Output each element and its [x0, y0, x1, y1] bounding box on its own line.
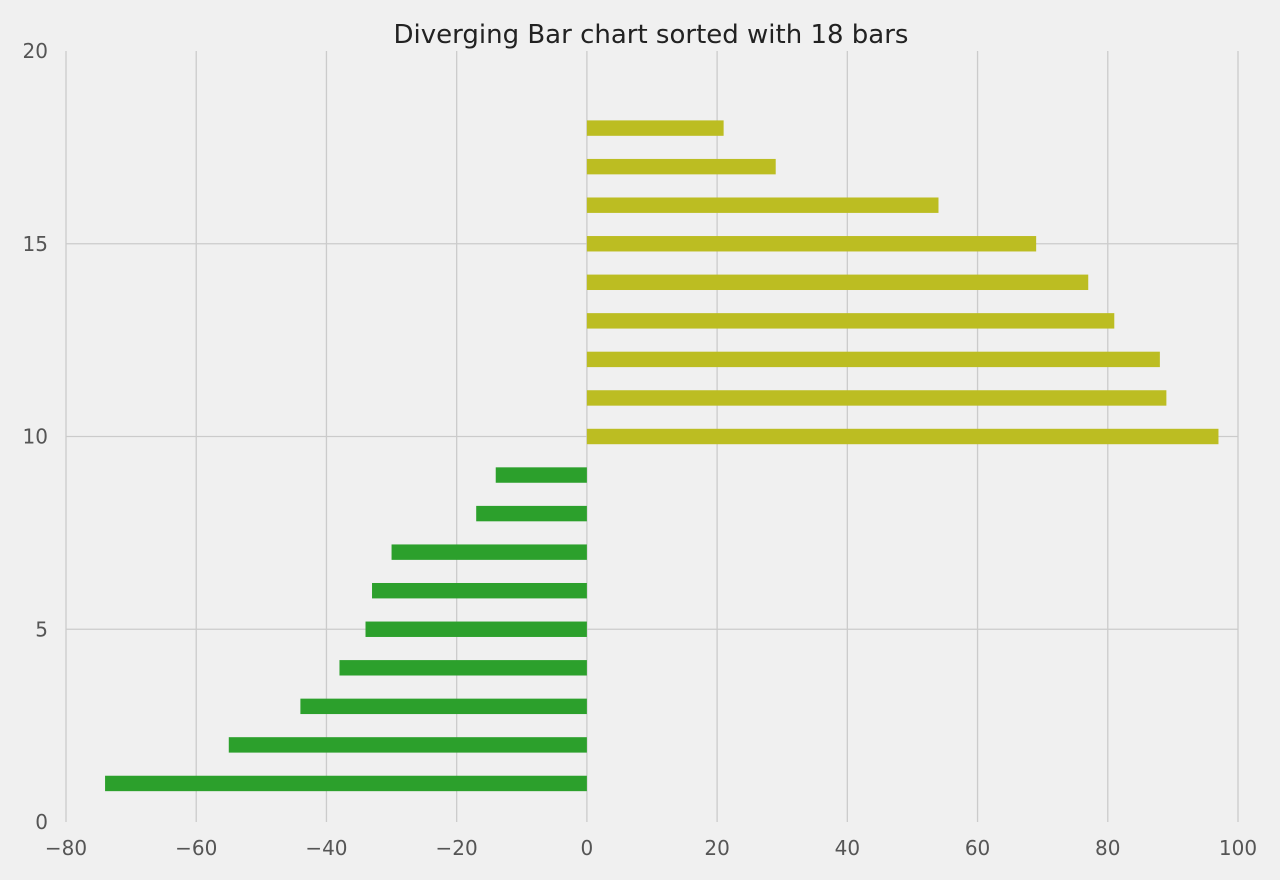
x-tick-label: −40: [305, 836, 347, 860]
positive-bar: [586, 158, 776, 175]
y-tick-label: 15: [23, 232, 48, 256]
positive-bar: [586, 197, 939, 213]
positive-bar: [586, 390, 1167, 406]
y-tick-label: 0: [35, 810, 48, 834]
negative-bar: [495, 467, 587, 483]
negative-bar: [391, 544, 587, 560]
y-tick-label: 20: [23, 39, 48, 63]
positive-bar: [586, 313, 1115, 329]
positive-bar: [586, 274, 1089, 291]
x-tick-label: 40: [835, 836, 860, 860]
x-tick-label: 20: [704, 836, 729, 860]
y-axis-tick-labels: 0 5 10 15 20: [23, 39, 48, 834]
negative-bar: [105, 775, 587, 792]
negative-bar: [476, 505, 587, 522]
bars: [105, 120, 1219, 792]
x-tick-label: 80: [1095, 836, 1120, 860]
y-tick-label: 5: [35, 617, 48, 641]
x-tick-label: −80: [45, 836, 87, 860]
negative-bar: [300, 698, 587, 715]
positive-bar: [586, 236, 1037, 252]
positive-bar: [586, 428, 1219, 445]
x-tick-label: 100: [1219, 836, 1257, 860]
negative-bar: [372, 582, 587, 599]
positive-bar: [586, 120, 724, 136]
x-tick-label: 60: [965, 836, 990, 860]
x-tick-label: 0: [581, 836, 594, 860]
negative-bar: [365, 621, 587, 637]
y-tick-label: 10: [23, 425, 48, 449]
negative-bar: [339, 660, 587, 676]
x-tick-label: −20: [436, 836, 478, 860]
x-axis-tick-labels: −80 −60 −40 −20 0 20 40 60 80 100: [45, 836, 1257, 860]
chart-title: Diverging Bar chart sorted with 18 bars: [394, 20, 909, 50]
positive-bar: [586, 351, 1160, 368]
x-tick-label: −60: [175, 836, 217, 860]
negative-bar: [228, 737, 587, 753]
